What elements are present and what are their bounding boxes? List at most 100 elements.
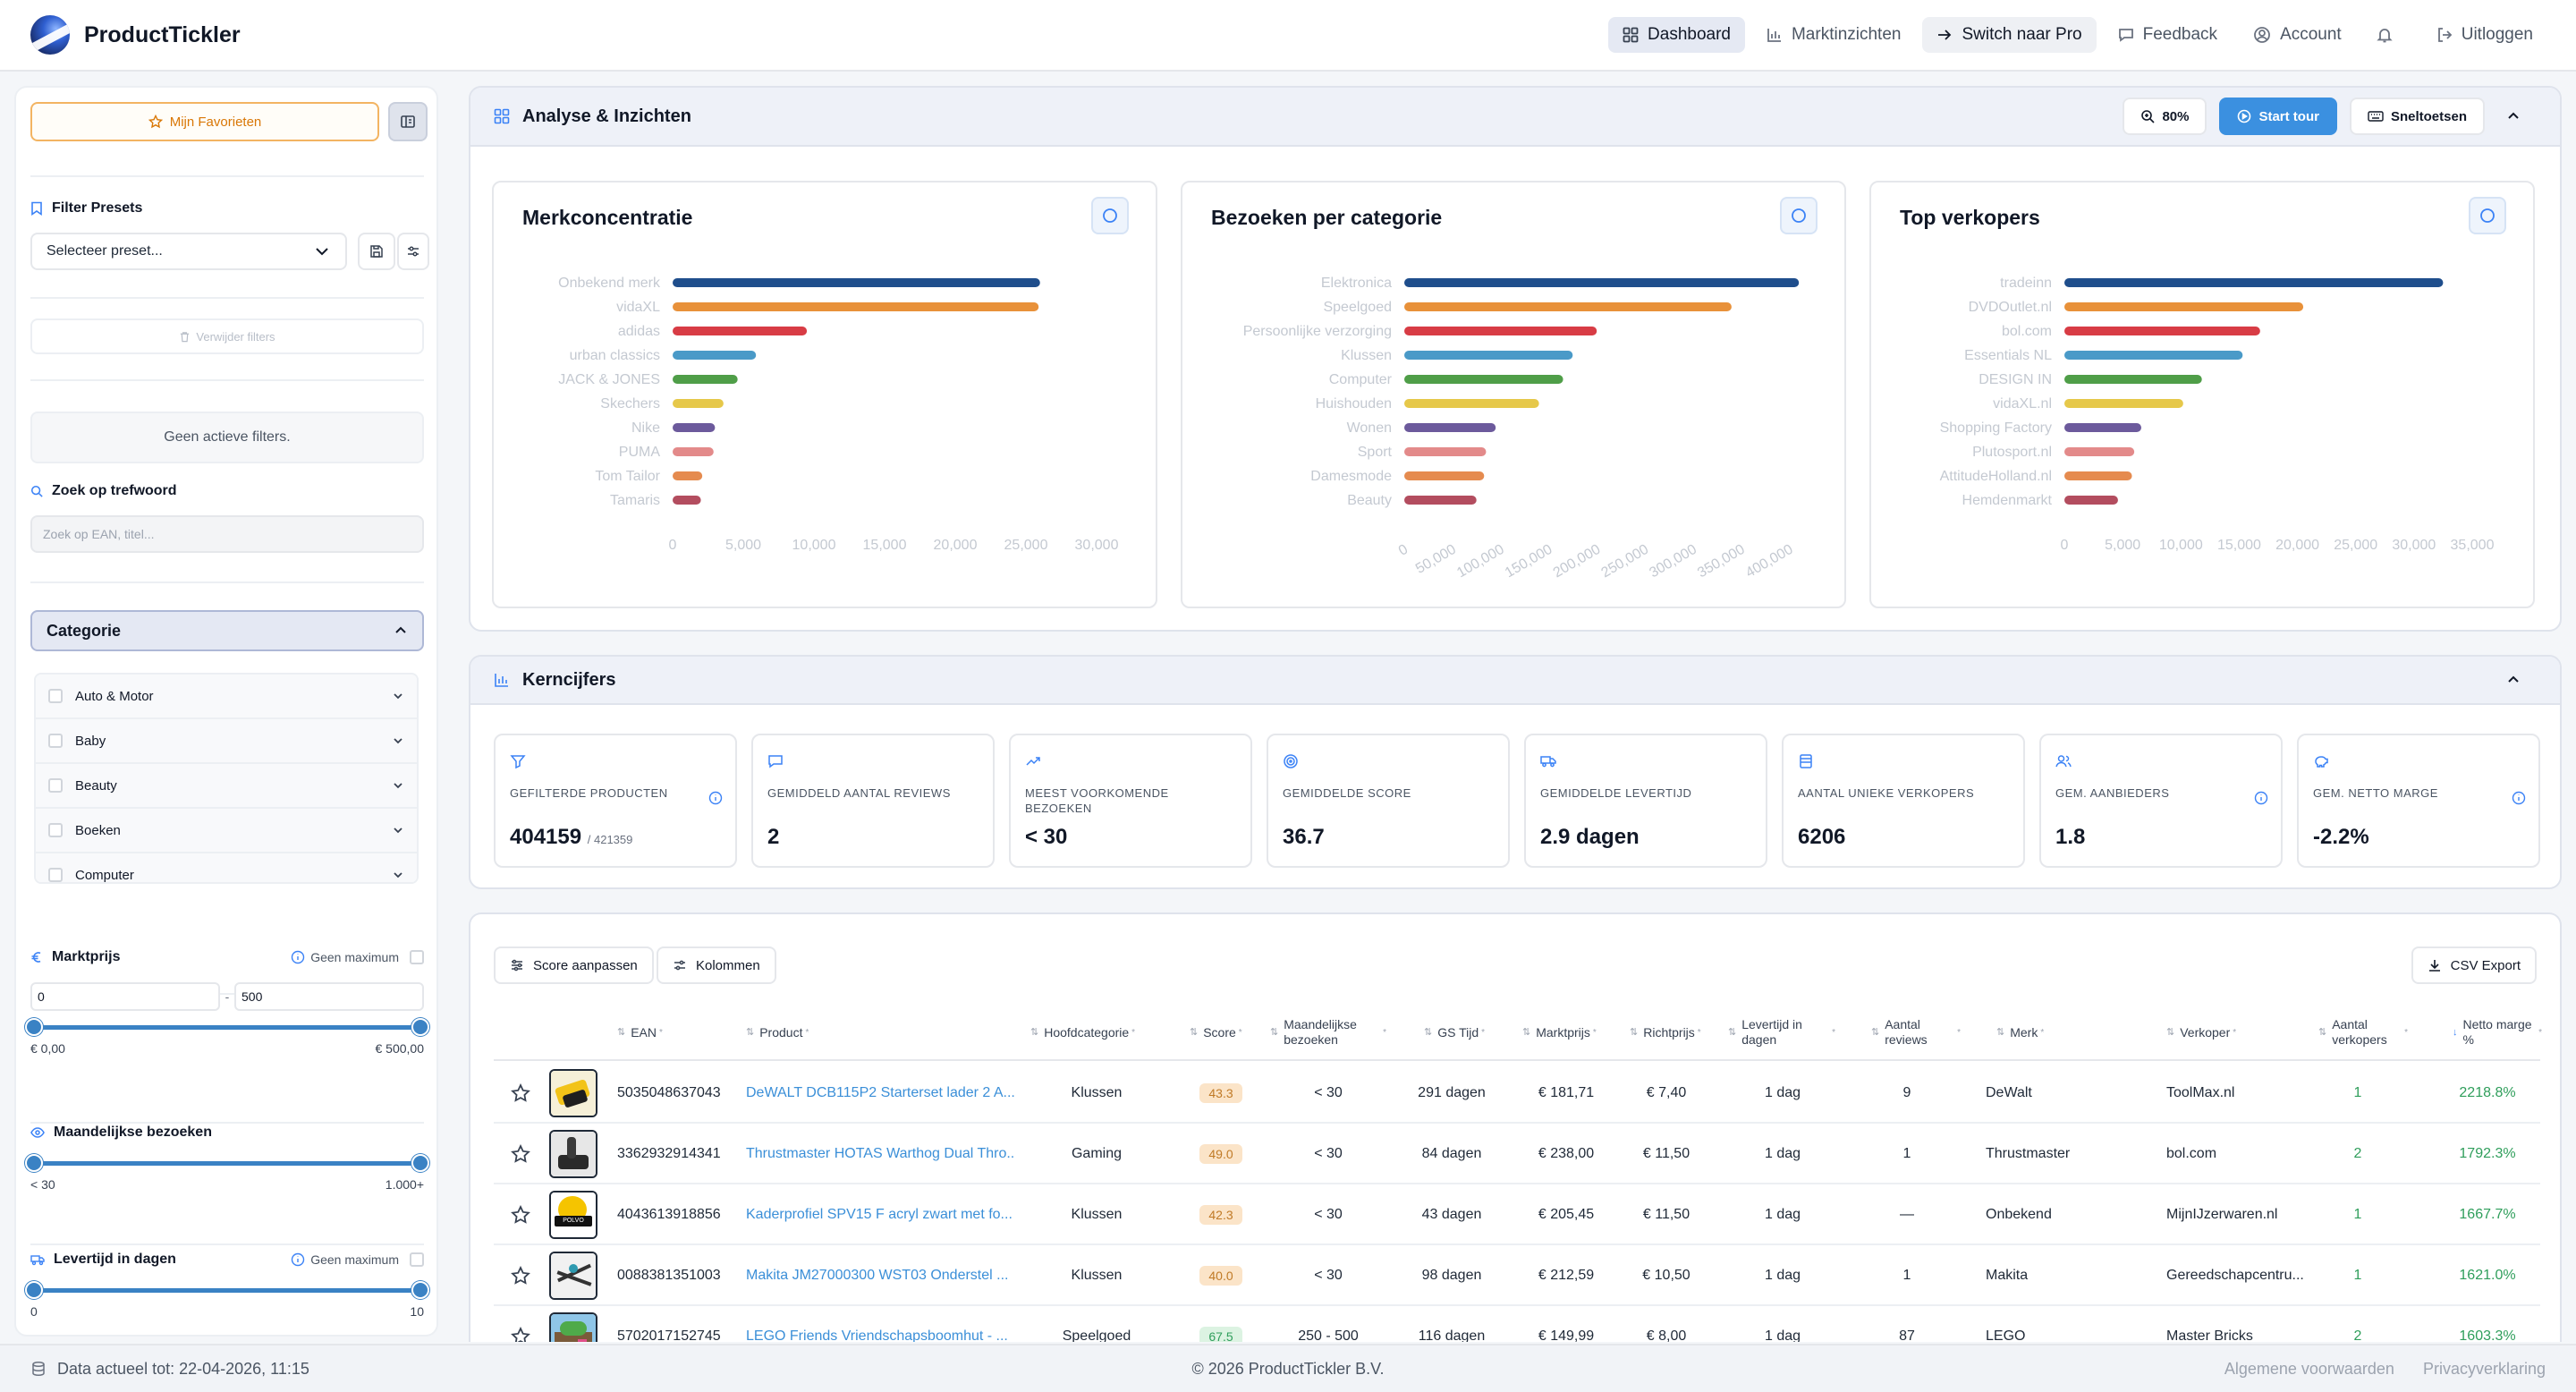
sidebar-layout-button[interactable] xyxy=(388,102,428,141)
csv-export-button[interactable]: CSV Export xyxy=(2411,946,2537,984)
score-adjust-button[interactable]: Score aanpassen xyxy=(494,946,654,984)
bar[interactable] xyxy=(673,423,716,432)
start-tour-button[interactable]: Start tour xyxy=(2219,98,2337,135)
bar[interactable] xyxy=(2064,423,2141,432)
category-item[interactable]: Baby xyxy=(36,719,417,764)
bar[interactable] xyxy=(673,302,1039,311)
columns-button[interactable]: Kolommen xyxy=(657,946,776,984)
bar[interactable] xyxy=(1404,302,1732,311)
bar[interactable] xyxy=(2064,278,2444,287)
marktprijs-max-input[interactable] xyxy=(234,982,424,1011)
column-header-gs-tijd[interactable]: ⇅ GS Tijd * xyxy=(1424,1004,1487,1061)
column-header-categorie[interactable]: ⇅ Hoofdcategorie * xyxy=(1030,1004,1135,1061)
privacy-link[interactable]: Privacyverklaring xyxy=(2422,1359,2546,1378)
preset-select[interactable]: Selecteer preset... xyxy=(30,233,347,270)
bar[interactable] xyxy=(2064,327,2260,335)
bar[interactable] xyxy=(1404,423,1496,432)
column-header-ean[interactable]: ⇅ EAN * xyxy=(617,1004,663,1061)
no-max-checkbox[interactable] xyxy=(410,1252,424,1267)
star-icon[interactable] xyxy=(511,1083,530,1103)
column-header-merk[interactable]: ⇅ Merk * xyxy=(1996,1004,2044,1061)
table-row[interactable]: 3362932914341 Thrustmaster HOTAS Warthog … xyxy=(494,1124,2540,1184)
slider-min-handle[interactable] xyxy=(25,1018,43,1036)
cell-product[interactable]: LEGO Friends Vriendschapsboomhut - ... xyxy=(746,1328,1008,1342)
collapse-kerncijfers-button[interactable] xyxy=(2497,661,2537,699)
product-thumbnail[interactable] xyxy=(549,1130,597,1178)
column-header-verkoper[interactable]: ⇅ Verkoper * xyxy=(2166,1004,2236,1061)
category-item[interactable]: Auto & Motor xyxy=(36,675,417,719)
column-header-product[interactable]: ⇅ Product * xyxy=(746,1004,809,1061)
nav-switch-pro[interactable]: Switch naar Pro xyxy=(1922,17,2097,53)
nav-logout[interactable]: Uitloggen xyxy=(2422,17,2547,53)
manage-presets-button[interactable] xyxy=(397,233,429,270)
zoom-button[interactable]: 80% xyxy=(2123,98,2207,135)
chevron-down-icon[interactable] xyxy=(392,824,404,836)
category-item[interactable]: Computer xyxy=(36,853,417,882)
slider-max-handle[interactable] xyxy=(411,1281,429,1299)
bar[interactable] xyxy=(2064,447,2135,456)
category-checkbox[interactable] xyxy=(48,868,63,882)
bar[interactable] xyxy=(673,375,738,384)
column-header-bezoeken[interactable]: ⇅ Maandelijkse bezoeken * xyxy=(1270,1004,1386,1061)
chevron-down-icon[interactable] xyxy=(392,690,404,702)
bar[interactable] xyxy=(673,351,757,360)
star-icon[interactable] xyxy=(511,1327,530,1342)
column-header-richtprijs[interactable]: ⇅ Richtprijs * xyxy=(1630,1004,1701,1061)
no-max-checkbox[interactable] xyxy=(410,950,424,964)
collapse-analyse-button[interactable] xyxy=(2497,98,2537,135)
slider-max-handle[interactable] xyxy=(411,1154,429,1172)
bar[interactable] xyxy=(673,278,1040,287)
info-icon[interactable] xyxy=(2512,791,2526,805)
cell-product[interactable]: Kaderprofiel SPV15 F acryl zwart met fo.… xyxy=(746,1207,1013,1222)
save-preset-button[interactable] xyxy=(358,233,395,270)
column-header-marge[interactable]: ↓ Netto marge % * xyxy=(2453,1004,2542,1061)
column-header-marktprijs[interactable]: ⇅ Marktprijs * xyxy=(1522,1004,1597,1061)
table-row[interactable]: 5035048637043 DeWALT DCB115P2 Starterset … xyxy=(494,1063,2540,1124)
search-input[interactable] xyxy=(30,515,424,553)
category-item[interactable]: Beauty xyxy=(36,764,417,809)
bar[interactable] xyxy=(673,447,714,456)
category-checkbox[interactable] xyxy=(48,823,63,837)
table-row[interactable]: POLVO 4043613918856 Kaderprofiel SPV15 F a… xyxy=(494,1184,2540,1245)
favorites-button[interactable]: Mijn Favorieten xyxy=(30,102,379,141)
bar[interactable] xyxy=(1404,278,1800,287)
slider-min-handle[interactable] xyxy=(25,1154,43,1172)
product-thumbnail[interactable] xyxy=(549,1252,597,1300)
bar[interactable] xyxy=(2064,496,2118,505)
nav-marktinzichten[interactable]: Marktinzichten xyxy=(1752,17,1916,53)
shortcuts-button[interactable]: Sneltoetsen xyxy=(2349,98,2485,135)
slider-max-handle[interactable] xyxy=(411,1018,429,1036)
star-icon[interactable] xyxy=(511,1266,530,1286)
levertijd-no-max[interactable]: Geen maximum xyxy=(291,1252,424,1267)
star-icon[interactable] xyxy=(511,1144,530,1164)
bar[interactable] xyxy=(2064,375,2202,384)
nav-feedback[interactable]: Feedback xyxy=(2104,17,2232,53)
star-icon[interactable] xyxy=(511,1205,530,1225)
column-header-levertijd[interactable]: ⇅ Levertijd in dagen * xyxy=(1728,1004,1835,1061)
bar[interactable] xyxy=(673,496,701,505)
bar[interactable] xyxy=(1404,327,1597,335)
chevron-down-icon[interactable] xyxy=(392,869,404,881)
category-accordion-header[interactable]: Categorie xyxy=(30,610,424,651)
chart-options-button[interactable] xyxy=(2469,197,2506,234)
cell-product[interactable]: DeWALT DCB115P2 Starterset lader 2 A... xyxy=(746,1085,1014,1100)
marktprijs-min-input[interactable] xyxy=(30,982,220,1011)
product-thumbnail[interactable]: POLVO xyxy=(549,1191,597,1239)
remove-filters-button[interactable]: Verwijder filters xyxy=(30,318,424,354)
brand[interactable]: ProductTickler xyxy=(30,15,241,55)
bar[interactable] xyxy=(1404,351,1573,360)
bar[interactable] xyxy=(1404,447,1487,456)
column-header-score[interactable]: ⇅ Score * xyxy=(1190,1004,1242,1061)
bar[interactable] xyxy=(673,471,703,480)
bar[interactable] xyxy=(673,399,724,408)
chart-options-button[interactable] xyxy=(1780,197,1818,234)
chart-options-button[interactable] xyxy=(1091,197,1129,234)
bar[interactable] xyxy=(2064,399,2183,408)
chevron-down-icon[interactable] xyxy=(392,779,404,792)
bar[interactable] xyxy=(1404,399,1539,408)
table-row[interactable]: 0088381351003 Makita JM27000300 WST03 Ond… xyxy=(494,1245,2540,1306)
cell-product[interactable]: Thrustmaster HOTAS Warthog Dual Thro... xyxy=(746,1146,1014,1161)
bar[interactable] xyxy=(2064,471,2132,480)
product-thumbnail[interactable] xyxy=(549,1069,597,1117)
slider-min-handle[interactable] xyxy=(25,1281,43,1299)
